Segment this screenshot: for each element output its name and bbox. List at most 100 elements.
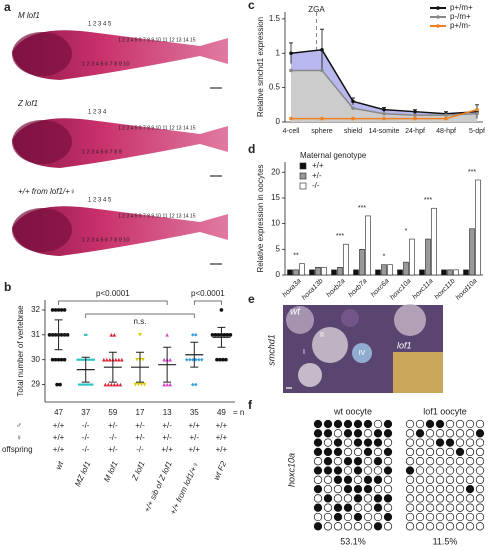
significance: *** <box>424 197 432 204</box>
bar <box>331 269 337 276</box>
y-tick-label: 10 <box>271 219 280 228</box>
cpg-site <box>405 429 415 438</box>
dot <box>193 333 198 337</box>
cpg-site <box>445 419 455 429</box>
dot <box>228 333 233 337</box>
dot <box>168 357 172 362</box>
error-bar <box>54 319 63 351</box>
dot <box>135 357 139 362</box>
cpg-site <box>323 429 333 438</box>
cpg-site <box>353 429 363 438</box>
cpg-site <box>425 494 435 503</box>
cpg-site <box>323 475 333 484</box>
bar <box>353 269 359 276</box>
point <box>382 111 386 116</box>
fish-head <box>12 208 72 252</box>
significance: n.s. <box>134 317 147 326</box>
cpg-site <box>373 457 383 466</box>
point <box>475 111 479 116</box>
cpg-site <box>353 503 363 512</box>
dot <box>56 308 61 312</box>
cpg-site <box>435 438 445 447</box>
cpg-site <box>405 503 415 512</box>
cpg-site <box>333 429 343 438</box>
dot <box>82 358 87 361</box>
cpg-site <box>373 438 383 447</box>
cpg-site <box>425 419 435 429</box>
bar <box>475 179 481 276</box>
cpg-site <box>373 447 383 457</box>
fish-name: +/+ from lof1/+♀ <box>18 187 76 196</box>
cpg-site <box>363 438 373 447</box>
cpg-site <box>455 419 465 429</box>
cpg-site <box>405 475 415 484</box>
legend-swatch <box>299 172 307 180</box>
cpg-site <box>383 512 393 522</box>
cpg-site <box>353 447 363 457</box>
bar <box>359 249 365 276</box>
cpg-site <box>333 438 343 447</box>
x-tick-label: hoxc6a <box>370 278 391 299</box>
dot <box>80 383 85 386</box>
dot <box>79 358 84 361</box>
vertebra-count: 1 2 3 4 5 6 7 8 9 10 11 12 13 14 15 <box>118 125 196 131</box>
dot <box>108 357 112 362</box>
dot <box>187 357 192 362</box>
legend-dot <box>436 24 440 28</box>
cpg-site <box>465 457 475 466</box>
dot <box>83 333 88 336</box>
dot <box>83 383 88 386</box>
vertebra-count: 1 2 3 4 5 6 7 8 9 <box>82 149 122 155</box>
genotype: +/+ <box>216 433 228 442</box>
dot <box>112 333 117 337</box>
dot <box>165 333 169 337</box>
dot <box>85 358 90 361</box>
dot <box>141 357 145 362</box>
point <box>289 68 293 73</box>
group-label: wt F2 <box>212 459 229 481</box>
cpg-site <box>313 466 323 475</box>
cpg-site <box>415 522 425 531</box>
cpg-site <box>475 475 485 484</box>
dot <box>139 382 144 387</box>
legend-title: Maternal genotype <box>300 151 367 160</box>
cpg-site <box>373 466 383 475</box>
cpg-site <box>363 484 373 494</box>
cpg-site <box>323 503 333 512</box>
n-label: = n <box>233 408 244 417</box>
cpg-site <box>353 484 363 494</box>
cpg-site <box>383 522 393 531</box>
cpg-site <box>425 457 435 466</box>
cpg-site <box>455 429 465 438</box>
cpg-site <box>455 503 465 512</box>
cpg-site <box>475 522 485 531</box>
cpg-site <box>323 419 333 429</box>
y-tick-label: 32 <box>31 305 40 314</box>
dot <box>218 357 222 362</box>
cpg-site <box>373 512 383 522</box>
dot <box>210 333 215 337</box>
cpg-site <box>363 475 373 484</box>
vertebra-count: 1 2 3 4 5 <box>88 22 112 28</box>
cpg-site <box>383 466 393 475</box>
panel-label: e <box>248 292 255 306</box>
error-bar <box>217 326 226 348</box>
cpg-site <box>445 457 455 466</box>
cpg-site <box>373 429 383 438</box>
cpg-site <box>475 503 485 512</box>
dot <box>88 358 93 361</box>
cpg-site <box>363 419 373 429</box>
cpg-site <box>465 503 475 512</box>
y-axis-label: Total number of vertebrae <box>16 305 25 397</box>
cpg-site <box>383 475 393 484</box>
error-bar <box>190 341 199 368</box>
x-tick-label: hoxb7a <box>348 278 369 299</box>
bracket <box>85 313 195 318</box>
bar <box>397 269 403 276</box>
cpg-site <box>465 466 475 475</box>
panel-label: a <box>4 0 11 14</box>
bar <box>419 269 425 276</box>
cpg-site <box>383 503 393 512</box>
cpg-site <box>373 419 383 429</box>
cpg-site <box>425 522 435 531</box>
